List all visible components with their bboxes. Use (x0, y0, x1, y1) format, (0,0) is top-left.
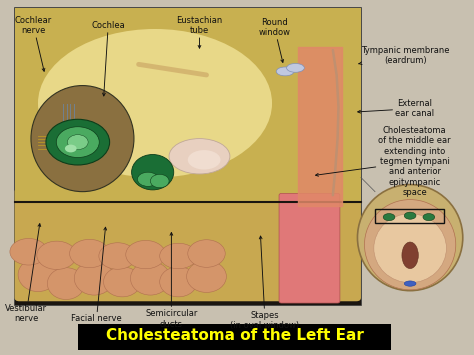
Ellipse shape (65, 144, 77, 152)
Text: Cholesteatoma
of the middle ear
extending into
tegmen tympani
and anterior
epity: Cholesteatoma of the middle ear extendin… (316, 126, 451, 197)
Ellipse shape (287, 64, 304, 72)
Ellipse shape (365, 200, 456, 290)
Ellipse shape (404, 212, 416, 219)
FancyBboxPatch shape (279, 193, 340, 303)
Ellipse shape (187, 261, 227, 293)
Ellipse shape (137, 172, 158, 186)
Ellipse shape (357, 185, 463, 291)
Ellipse shape (383, 214, 395, 221)
Ellipse shape (46, 119, 109, 165)
Ellipse shape (150, 174, 169, 188)
Ellipse shape (10, 239, 47, 265)
Ellipse shape (160, 267, 197, 297)
Text: Cochlear
nerve: Cochlear nerve (15, 16, 52, 71)
Ellipse shape (31, 86, 134, 192)
Ellipse shape (74, 262, 114, 295)
Ellipse shape (99, 243, 137, 269)
Text: Cochlea: Cochlea (91, 21, 125, 96)
Ellipse shape (37, 241, 77, 269)
Ellipse shape (276, 67, 294, 76)
Ellipse shape (70, 239, 109, 268)
Ellipse shape (160, 243, 197, 269)
Ellipse shape (132, 154, 174, 190)
Text: Facial nerve: Facial nerve (71, 227, 122, 323)
Ellipse shape (404, 281, 416, 286)
Ellipse shape (47, 268, 85, 300)
Text: Eustachian
tube: Eustachian tube (176, 16, 223, 48)
Ellipse shape (188, 240, 225, 267)
Ellipse shape (103, 267, 141, 297)
Ellipse shape (188, 150, 220, 170)
Ellipse shape (402, 242, 419, 268)
Ellipse shape (18, 258, 58, 291)
Ellipse shape (126, 240, 165, 269)
Bar (15, 8, 361, 305)
Bar (375, 209, 444, 223)
Text: External
ear canal: External ear canal (358, 99, 434, 118)
Text: Stapes
(in oval window): Stapes (in oval window) (230, 236, 300, 331)
Bar (15, 192, 361, 305)
Text: Vestibular
nerve: Vestibular nerve (5, 224, 47, 323)
Ellipse shape (169, 138, 230, 174)
FancyBboxPatch shape (78, 323, 392, 350)
Text: Tympanic membrane
(eardrum): Tympanic membrane (eardrum) (358, 46, 450, 65)
Ellipse shape (374, 214, 447, 283)
Ellipse shape (130, 262, 170, 295)
Ellipse shape (38, 29, 272, 178)
Ellipse shape (423, 214, 435, 221)
Text: Semicircular
ducts: Semicircular ducts (145, 233, 198, 329)
FancyBboxPatch shape (15, 188, 361, 301)
Text: Cholesteatoma of the Left Ear: Cholesteatoma of the Left Ear (106, 328, 364, 343)
Text: Round
window: Round window (258, 17, 291, 62)
Ellipse shape (56, 127, 99, 158)
Bar (15, 8, 361, 202)
Ellipse shape (67, 135, 88, 149)
